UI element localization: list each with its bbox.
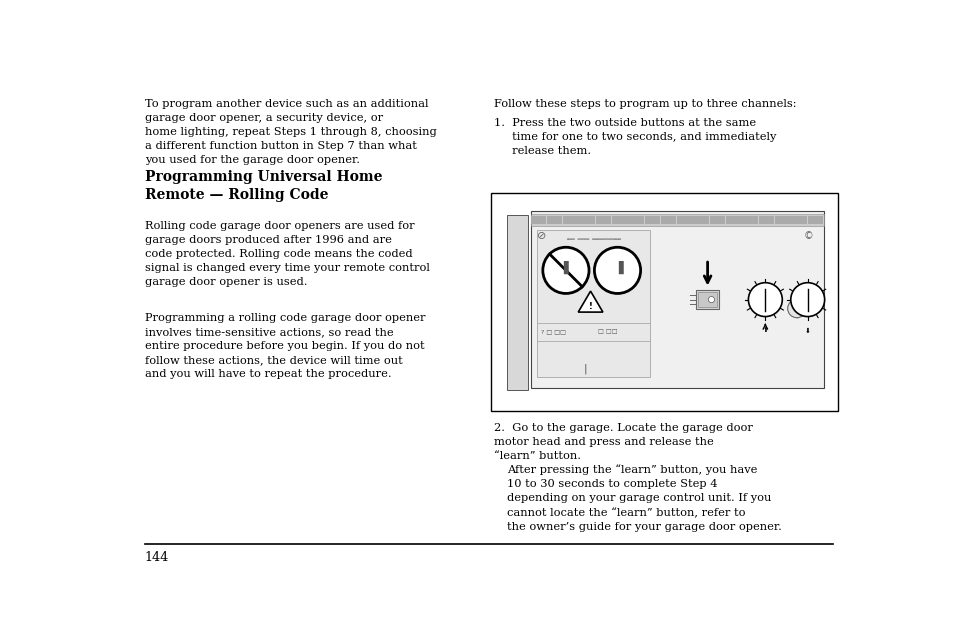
Text: To program another device such as an additional
garage door opener, a security d: To program another device such as an add… [145, 99, 436, 165]
Circle shape [708, 296, 714, 303]
Polygon shape [578, 291, 602, 312]
Bar [628, 216, 643, 224]
Bar [709, 216, 724, 224]
Bar [562, 216, 578, 224]
Bar [530, 214, 823, 226]
Bar [506, 215, 528, 391]
Text: 2.  Go to the garage. Locate the garage door
motor head and press and release th: 2. Go to the garage. Locate the garage d… [493, 423, 752, 461]
Text: !: ! [588, 302, 592, 311]
Text: ©: © [802, 231, 813, 240]
Bar [595, 216, 611, 224]
Bar [530, 216, 545, 224]
Text: Follow these steps to program up to three channels:: Follow these steps to program up to thre… [493, 99, 795, 109]
Bar [790, 216, 806, 224]
Bar [758, 216, 774, 224]
Circle shape [594, 247, 640, 293]
Text: Programming Universal Home
Remote — Rolling Code: Programming Universal Home Remote — Roll… [145, 170, 382, 202]
Circle shape [542, 247, 588, 293]
Text: ⬆: ⬆ [761, 328, 767, 333]
Bar [698, 293, 716, 307]
Bar [693, 216, 708, 224]
Text: □ □□: □ □□ [598, 329, 618, 335]
Bar [546, 216, 561, 224]
Circle shape [790, 282, 823, 317]
Bar [774, 216, 790, 224]
Text: |: | [583, 364, 587, 374]
Bar [578, 216, 595, 224]
Text: 1.  Press the two outside buttons at the same
     time for one to two seconds, : 1. Press the two outside buttons at the … [493, 118, 775, 156]
Bar [612, 216, 627, 224]
Circle shape [748, 282, 781, 317]
Text: ▐: ▐ [558, 261, 567, 274]
Bar [491, 193, 837, 411]
Bar [537, 230, 649, 377]
Text: Programming a rolling code garage door opener
involves time-sensitive actions, s: Programming a rolling code garage door o… [145, 314, 425, 380]
Text: After pressing the “learn” button, you have
10 to 30 seconds to complete Step 4
: After pressing the “learn” button, you h… [507, 464, 781, 532]
Text: 144: 144 [145, 551, 169, 563]
Bar [741, 216, 757, 224]
Text: ⬇: ⬇ [804, 328, 810, 333]
Text: ? □ □□: ? □ □□ [540, 329, 565, 335]
Bar [660, 216, 676, 224]
Circle shape [787, 299, 805, 318]
Text: ═══  ════  ══════════: ═══ ════ ══════════ [565, 237, 620, 242]
Text: ⊘: ⊘ [537, 231, 546, 240]
Bar [677, 216, 692, 224]
Bar [530, 211, 823, 388]
Bar [807, 216, 822, 224]
Bar [696, 290, 719, 309]
Bar [644, 216, 659, 224]
Text: Rolling code garage door openers are used for
garage doors produced after 1996 a: Rolling code garage door openers are use… [145, 221, 429, 287]
Text: ▐: ▐ [612, 261, 621, 274]
Bar [725, 216, 740, 224]
